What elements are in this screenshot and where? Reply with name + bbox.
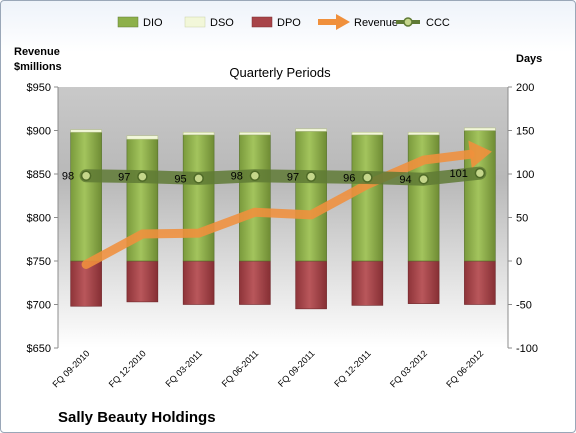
ccc-data-label: 101	[450, 168, 468, 180]
dso-bar	[126, 135, 159, 140]
right-axis-title: Days	[516, 53, 542, 65]
dio-bar	[70, 131, 102, 262]
dso-bar	[351, 131, 384, 136]
legend-label-dio: DIO	[143, 17, 163, 29]
dpo-bar	[464, 260, 496, 305]
dso-bar	[295, 128, 327, 132]
legend-label-ccc: CCC	[426, 17, 450, 29]
left-axis-title-line2: $millions	[14, 61, 62, 73]
legend-swatch-dpo	[251, 16, 273, 28]
ccc-marker	[137, 171, 148, 182]
dpo-bar	[126, 260, 159, 303]
ccc-marker	[474, 167, 486, 179]
right-axis-ticks: -100 -50 0 50 100 150 200	[508, 82, 538, 355]
revenue-line	[81, 149, 475, 269]
dio-bar	[239, 134, 271, 262]
legend-swatch-dso	[184, 16, 206, 28]
company-title: Sally Beauty Holdings	[58, 409, 216, 426]
ccc-data-label: 95	[174, 173, 186, 185]
dso-bar	[407, 131, 440, 136]
legend: DIO DSO DPO Revenue CCC	[117, 14, 450, 30]
x-axis-ticks: FQ 09-2010 FQ 12-2010 FQ 03-2011 FQ 06-2011…	[51, 348, 486, 389]
legend-swatch-revenue	[318, 14, 350, 30]
left-tick-label: $900	[27, 126, 51, 138]
legend-swatch-ccc	[396, 17, 420, 27]
dso-bar	[464, 127, 496, 131]
right-tick-label: 100	[516, 169, 534, 181]
dso-bar	[70, 129, 102, 133]
legend-label-dso: DSO	[210, 17, 234, 29]
ccc-marker	[193, 173, 204, 184]
x-tick-label: FQ 03-2011	[163, 348, 204, 389]
right-tick-label: 0	[516, 256, 522, 268]
revenue-arrowhead	[468, 140, 492, 169]
legend-label-revenue: Revenue	[354, 17, 398, 29]
x-tick-label: FQ 09-2011	[276, 348, 317, 389]
dio-bar	[295, 131, 327, 262]
left-tick-label: $750	[27, 256, 51, 268]
right-tick-label: 50	[516, 213, 528, 225]
legend-label-dpo: DPO	[277, 17, 301, 29]
ccc-marker	[418, 173, 429, 185]
x-tick-label: FQ 12-2011	[332, 348, 373, 389]
dpo-bar	[407, 260, 440, 304]
ccc-line	[79, 166, 487, 186]
dso-bar	[239, 131, 271, 136]
revenue-series	[81, 140, 492, 269]
ccc-marker	[80, 170, 92, 181]
left-tick-label: $950	[27, 82, 51, 94]
left-axis-title-line1: Revenue	[14, 46, 60, 58]
dpo-bar	[239, 260, 271, 305]
right-tick-label: 200	[516, 82, 534, 94]
dpo-bar	[351, 260, 384, 306]
x-tick-label: FQ 09-2010	[51, 348, 92, 389]
x-tick-label: FQ 12-2010	[107, 348, 148, 389]
left-axis-ticks: $650 $700 $750 $800 $850 $900 $950	[27, 82, 58, 355]
left-tick-label: $650	[27, 343, 51, 355]
ccc-data-label: 98	[62, 171, 74, 183]
left-tick-label: $800	[27, 213, 51, 225]
ccc-data-label: 97	[287, 172, 299, 184]
ccc-data-label: 98	[231, 171, 243, 183]
x-tick-label: FQ 06-2011	[220, 348, 261, 389]
ccc-data-label: 97	[118, 172, 130, 184]
ccc-marker	[305, 171, 317, 182]
x-tick-label: FQ 06-2012	[444, 348, 485, 389]
ccc-data-label: 96	[343, 172, 355, 184]
dpo-bar	[182, 260, 215, 305]
dio-bar	[351, 134, 384, 262]
dpo-bar	[295, 260, 327, 310]
left-tick-label: $850	[27, 169, 51, 181]
left-tick-label: $700	[27, 300, 51, 312]
ccc-marker	[362, 172, 373, 183]
dso-bar	[182, 131, 215, 136]
x-tick-label: FQ 03-2012	[388, 348, 429, 389]
right-tick-label: -100	[516, 343, 538, 355]
dio-bar	[407, 134, 440, 262]
dio-bar	[182, 134, 215, 262]
ccc-data-label: 94	[399, 174, 411, 186]
legend-swatch-dio	[117, 16, 139, 28]
right-tick-label: -50	[516, 300, 532, 312]
ccc-series: 98 97 95 98 97 96 94 101	[62, 166, 487, 186]
chart-subtitle: Quarterly Periods	[229, 65, 331, 80]
right-tick-label: 150	[516, 126, 534, 138]
ccc-marker	[249, 170, 261, 181]
